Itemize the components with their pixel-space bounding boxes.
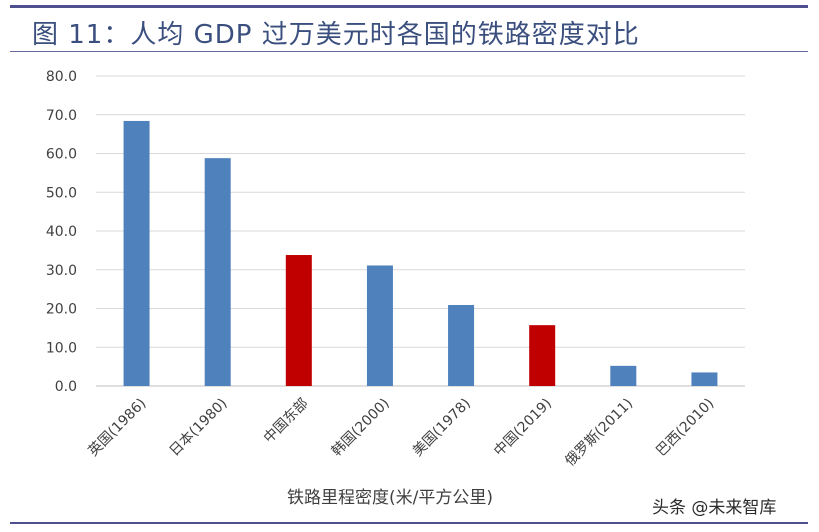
bar-0 xyxy=(123,120,150,386)
top-rule xyxy=(10,5,808,8)
y-tick-label: 50.0 xyxy=(46,185,77,201)
y-tick-label: 10.0 xyxy=(46,340,77,356)
bar-2 xyxy=(285,255,312,386)
y-tick-label: 80.0 xyxy=(46,69,77,85)
x-axis-label: 铁路里程密度(米/平方公里) xyxy=(287,488,493,508)
bar-7 xyxy=(691,372,718,386)
title-rule xyxy=(10,51,808,52)
y-tick-label: 30.0 xyxy=(46,263,77,279)
bar-5 xyxy=(529,325,556,386)
x-tick-label: 日本(1980) xyxy=(166,396,230,460)
bar-1 xyxy=(204,158,231,386)
x-tick-label: 美国(1978) xyxy=(410,396,474,460)
y-tick-label: 40.0 xyxy=(46,224,77,240)
bar-6 xyxy=(610,365,637,386)
y-tick-label: 60.0 xyxy=(46,147,77,163)
x-tick-label: 中国(2019) xyxy=(491,396,555,460)
y-tick-label: 0.0 xyxy=(55,379,77,395)
bottom-rule xyxy=(10,522,808,524)
x-tick-label: 韩国(2000) xyxy=(329,396,393,460)
bar-3 xyxy=(366,265,393,386)
watermark: 头条 @未来智库 xyxy=(652,498,777,518)
bar-4 xyxy=(448,305,475,386)
x-tick-label: 英国(1986) xyxy=(85,395,150,460)
x-tick-label: 俄罗斯(2011) xyxy=(562,396,636,470)
y-tick-label: 70.0 xyxy=(46,108,77,124)
page-title: 图 11：人均 GDP 过万美元时各国的铁路密度对比 xyxy=(32,20,640,50)
x-tick-label: 中国东部 xyxy=(261,396,312,447)
x-tick-label: 巴西(2010) xyxy=(653,396,717,460)
y-tick-label: 20.0 xyxy=(46,302,77,318)
